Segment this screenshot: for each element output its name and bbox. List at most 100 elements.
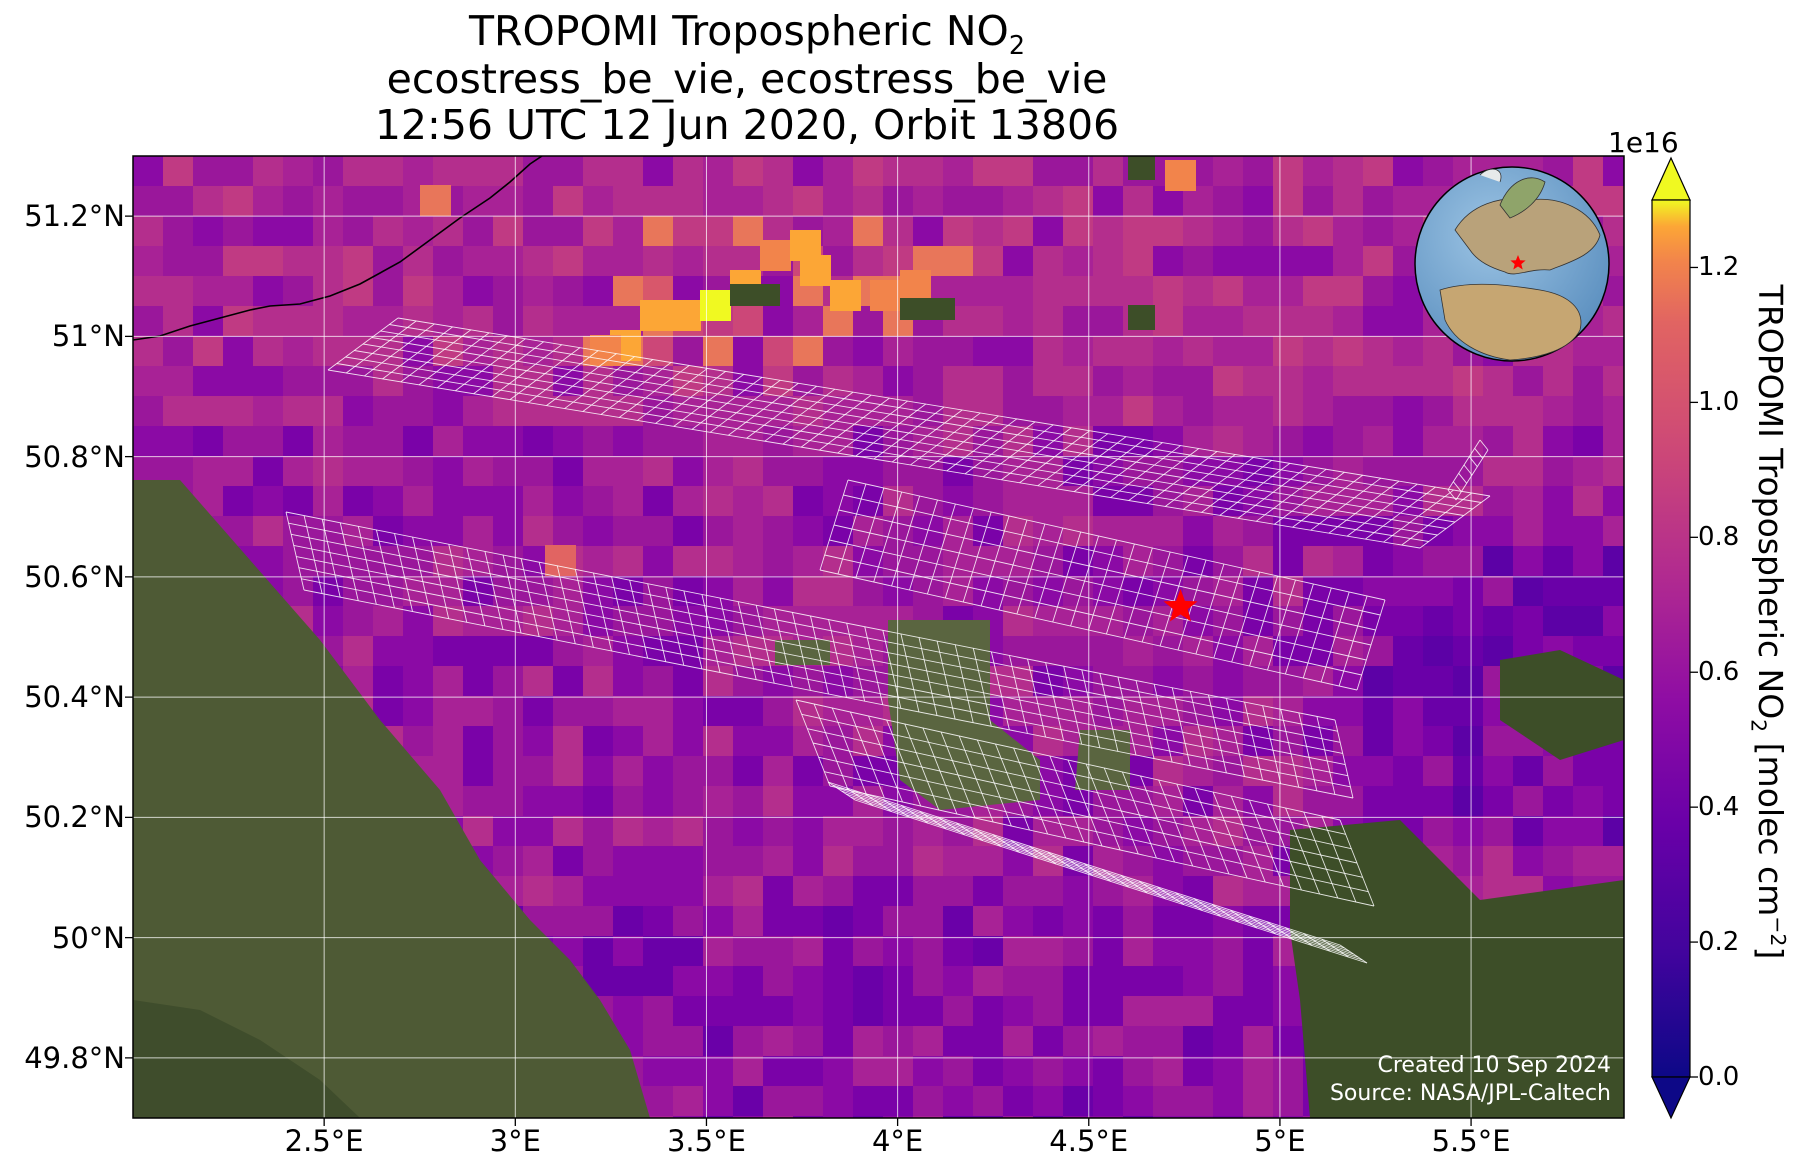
no2-pixel: [1243, 516, 1274, 547]
no2-pixel: [523, 396, 554, 427]
no2-pixel: [1123, 996, 1154, 1027]
no2-pixel: [493, 516, 524, 547]
no2-pixel: [1033, 1056, 1064, 1087]
no2-pixel: [823, 876, 854, 907]
no2-pixel: [883, 456, 914, 487]
swath-footprint: [827, 781, 1368, 964]
no2-pixel: [583, 1116, 614, 1118]
no2-pixel: [1603, 576, 1624, 607]
chart-title-line1: TROPOMI Tropospheric NO2: [469, 7, 1025, 61]
no2-pixel: [1153, 516, 1184, 547]
no2-pixel: [523, 246, 554, 277]
no2-pixel: [613, 486, 644, 517]
no2-pixel: [1453, 516, 1484, 547]
no2-pixel: [1603, 756, 1624, 787]
no2-pixel: [913, 876, 944, 907]
no2-pixel: [1423, 396, 1454, 427]
no2-pixel: [763, 726, 794, 757]
no2-pixel: [1363, 396, 1394, 427]
no2-pixel: [1273, 366, 1304, 397]
swath-footprint: [1447, 439, 1489, 501]
no2-pixel: [823, 156, 854, 187]
no2-pixel: [193, 186, 224, 217]
no2-pixel: [673, 636, 704, 667]
no2-pixel: [1513, 396, 1544, 427]
no2-pixel: [673, 1026, 704, 1057]
no2-pixel: [403, 726, 434, 757]
no2-pixel: [463, 486, 494, 517]
no2-pixel: [1123, 336, 1154, 367]
no2-pixel: [313, 216, 344, 247]
no2-pixel: [1033, 336, 1064, 367]
no2-pixel: [1033, 216, 1064, 247]
no2-pixel: [703, 1116, 734, 1118]
no2-pixel: [343, 396, 374, 427]
no2-pixel: [973, 936, 1004, 967]
no2-pixel: [613, 816, 644, 847]
no2-pixel: [1483, 426, 1514, 457]
no2-pixel: [1003, 876, 1034, 907]
no2-pixel: [1183, 1056, 1214, 1087]
no2-pixel: [1213, 306, 1244, 337]
no2-pixel: [703, 1056, 734, 1087]
no2-pixel: [1483, 816, 1514, 847]
no2-pixel: [733, 426, 764, 457]
no2-pixel: [1123, 906, 1154, 937]
no2-pixel: [433, 216, 464, 247]
no2-pixel: [1423, 426, 1454, 457]
no2-pixel: [913, 1116, 944, 1118]
no2-pixel: [913, 906, 944, 937]
no2-pixel: [523, 816, 554, 847]
no2-pixel: [883, 576, 914, 607]
no2-pixel: [1603, 636, 1624, 667]
no2-pixel: [1213, 516, 1244, 547]
no2-pixel: [493, 786, 524, 817]
site-star-marker: [1163, 588, 1198, 622]
no2-pixel: [943, 846, 974, 877]
no2-pixel: [253, 276, 284, 307]
no2-pixel: [1153, 186, 1184, 217]
no2-pixel: [793, 996, 824, 1027]
no2-pixel: [763, 756, 794, 787]
no2-pixel: [913, 1086, 944, 1117]
no2-pixel: [1183, 276, 1214, 307]
colorbar-axis-label: TROPOMI Tropospheric NO2 [molec cm−2]: [1746, 284, 1790, 960]
no2-pixel: [553, 276, 584, 307]
no2-pixel: [343, 306, 374, 337]
no2-pixel: [943, 996, 974, 1027]
no2-pixel: [1333, 666, 1364, 697]
no2-pixel: [1603, 336, 1624, 367]
no2-pixel: [313, 456, 344, 487]
no2-pixel: [793, 456, 824, 487]
lon-tick-label: 4.5°E: [1049, 1124, 1129, 1158]
no2-pixel: [1183, 906, 1214, 937]
no2-pixel: [433, 396, 464, 427]
no2-pixel: [1033, 396, 1064, 427]
no2-pixel: [1513, 786, 1544, 817]
no2-pixel: [613, 456, 644, 487]
no2-pixel: [1273, 696, 1304, 727]
no2-pixel: [523, 876, 554, 907]
no2-pixel: [223, 426, 254, 457]
no2-pixel: [1483, 606, 1514, 637]
no2-pixel: [283, 306, 314, 337]
no2-pixel: [853, 936, 884, 967]
no2-pixel: [643, 996, 674, 1027]
no2-pixel: [553, 186, 584, 217]
no2-pixel: [943, 246, 974, 277]
no2-pixel: [1543, 396, 1574, 427]
no2-pixel: [1093, 396, 1124, 427]
no2-pixel: [823, 786, 854, 817]
no2-pixel: [643, 666, 674, 697]
no2-pixel: [283, 426, 314, 457]
no2-pixel: [343, 366, 374, 397]
no2-pixel: [1063, 1056, 1094, 1087]
swath-footprint: [327, 317, 1491, 549]
no2-pixel: [913, 516, 944, 547]
ecostress-swath-layer: [285, 317, 1491, 964]
no2-pixel: [1513, 456, 1544, 487]
no2-pixel: [583, 276, 614, 307]
no2-pixel: [283, 546, 314, 577]
no2-pixel: [553, 1116, 584, 1118]
no2-pixel: [1003, 546, 1034, 577]
